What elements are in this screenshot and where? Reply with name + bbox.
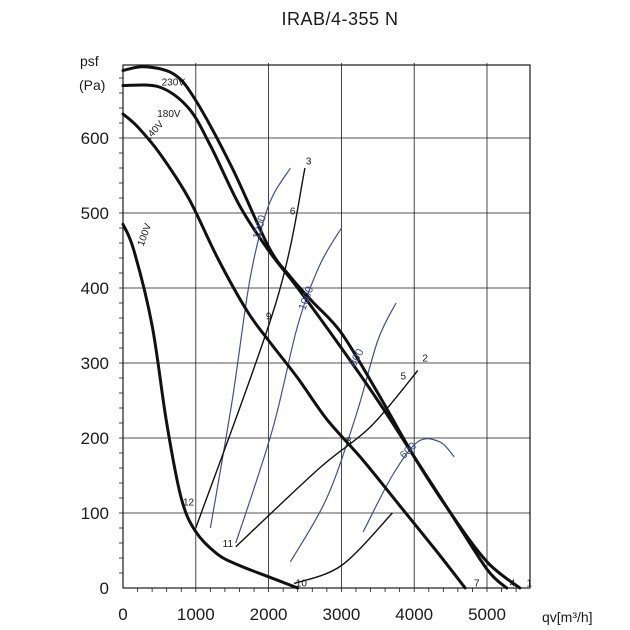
- point-label-3: 3: [306, 156, 312, 167]
- y-tick-label-500: 500: [81, 204, 109, 223]
- fan-curve-100v: [121, 222, 300, 590]
- voltage-label-140v: 140V: [143, 119, 167, 144]
- fan-curve-180v: [121, 83, 509, 590]
- point-label-12: 12: [183, 498, 195, 509]
- system-line-11-8-5-2: [235, 370, 419, 548]
- point-label-7: 7: [474, 579, 480, 590]
- voltage-label-180v: 180V: [157, 109, 181, 120]
- y-tick-label-300: 300: [81, 354, 109, 373]
- x-tick-label-2000: 2000: [250, 605, 288, 624]
- x-axis-label: qv[m³/h]: [542, 609, 593, 625]
- point-label-1: 1: [526, 579, 532, 590]
- x-tick-label-0: 0: [118, 605, 127, 624]
- rpm-curve-1200: [209, 167, 291, 529]
- chart-title: IRAB/4-355 N: [281, 9, 398, 29]
- rpm-curves: [209, 167, 455, 563]
- voltage-label-100v: 100V: [136, 222, 154, 248]
- rpm-label-800: 800: [347, 347, 366, 369]
- x-axis-ticks: 0 1000 2000 3000 4000 5000: [118, 588, 517, 624]
- fan-curve-140v: [121, 112, 467, 590]
- x-tick-label-1000: 1000: [177, 605, 215, 624]
- point-label-5: 5: [400, 372, 406, 383]
- y-tick-label-600: 600: [81, 129, 109, 148]
- rpm-curve-600: [362, 438, 455, 533]
- x-tick-label-3000: 3000: [322, 605, 360, 624]
- system-line-10-7-4-1: [293, 512, 393, 585]
- point-label-6: 6: [290, 207, 296, 218]
- point-label-2: 2: [422, 354, 428, 365]
- system-line-12-9-6-3: [195, 167, 306, 529]
- rpm-curve-1000: [235, 227, 342, 544]
- point-label-10: 10: [296, 579, 308, 590]
- voltage-label-230v: 230V: [162, 78, 186, 89]
- system-lines: [195, 167, 419, 585]
- point-label-11: 11: [223, 539, 234, 550]
- y-tick-label-100: 100: [81, 504, 109, 523]
- grid: [123, 63, 531, 588]
- fan-curves: [121, 65, 522, 590]
- point-label-4: 4: [510, 579, 516, 590]
- y-axis-unit: (Pa): [79, 77, 105, 93]
- point-label-8: 8: [346, 436, 352, 447]
- y-tick-label-400: 400: [81, 279, 109, 298]
- point-label-9: 9: [266, 312, 272, 323]
- y-axis-label: psf: [80, 53, 99, 69]
- y-axis-ticks: 0 100 200 300 400 500 600: [81, 77, 123, 598]
- y-tick-label-0: 0: [100, 579, 109, 598]
- x-tick-label-5000: 5000: [468, 605, 506, 624]
- x-tick-label-4000: 4000: [395, 605, 433, 624]
- y-tick-label-200: 200: [81, 429, 109, 448]
- rpm-curve-800: [289, 302, 397, 563]
